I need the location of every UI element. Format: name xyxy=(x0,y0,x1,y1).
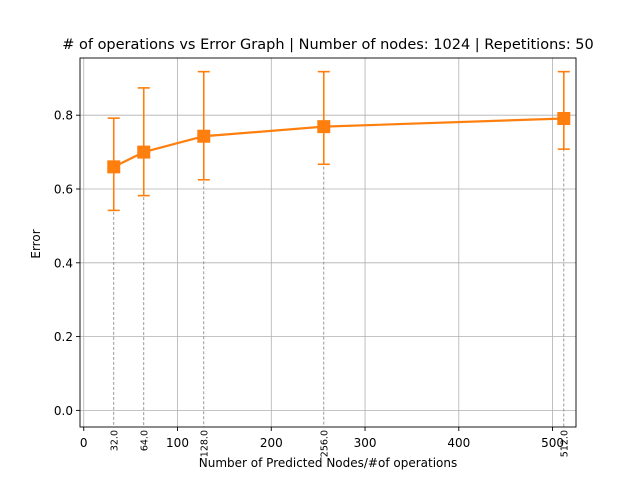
data-point xyxy=(137,145,151,159)
y-tick-label: 0.6 xyxy=(54,182,73,196)
y-tick-label: 0.8 xyxy=(54,109,73,123)
axes xyxy=(79,57,577,428)
y-axis-label: Error xyxy=(29,229,43,258)
chart-title: # of operations vs Error Graph | Number … xyxy=(62,37,594,53)
point-label: 64.0 xyxy=(139,430,150,451)
x-tick-label: 500 xyxy=(541,436,564,450)
data-point xyxy=(317,120,331,134)
plot-frame xyxy=(79,57,577,428)
point-label: 128.0 xyxy=(199,430,210,457)
x-axis-label: Number of Predicted Nodes/#of operations xyxy=(199,456,457,470)
x-tick-label: 0 xyxy=(80,436,88,450)
y-tick-label: 0.2 xyxy=(54,330,73,344)
markers xyxy=(107,112,571,174)
point-label: 32.0 xyxy=(109,430,120,451)
x-tick-label: 200 xyxy=(260,436,283,450)
x-tick-label: 300 xyxy=(354,436,377,450)
data-point xyxy=(107,160,121,174)
drop-lines xyxy=(113,118,565,427)
series-line xyxy=(113,117,564,168)
series-polyline xyxy=(113,117,564,168)
grid xyxy=(80,58,576,427)
x-tick-label: 400 xyxy=(447,436,470,450)
x-ticks: 0 100 200 300 400 500 xyxy=(80,427,564,450)
error-bars xyxy=(107,70,570,212)
data-point xyxy=(197,129,211,143)
y-tick-label: 0.0 xyxy=(54,404,73,418)
point-labels: 32.0 64.0 128.0 256.0 512.0 xyxy=(109,430,570,457)
point-label: 512.0 xyxy=(559,430,570,457)
data-point xyxy=(557,112,571,126)
x-tick-label: 100 xyxy=(166,436,189,450)
point-label: 256.0 xyxy=(319,430,330,457)
y-ticks: 0.0 0.2 0.4 0.6 0.8 xyxy=(54,109,80,418)
y-tick-label: 0.4 xyxy=(54,256,73,270)
